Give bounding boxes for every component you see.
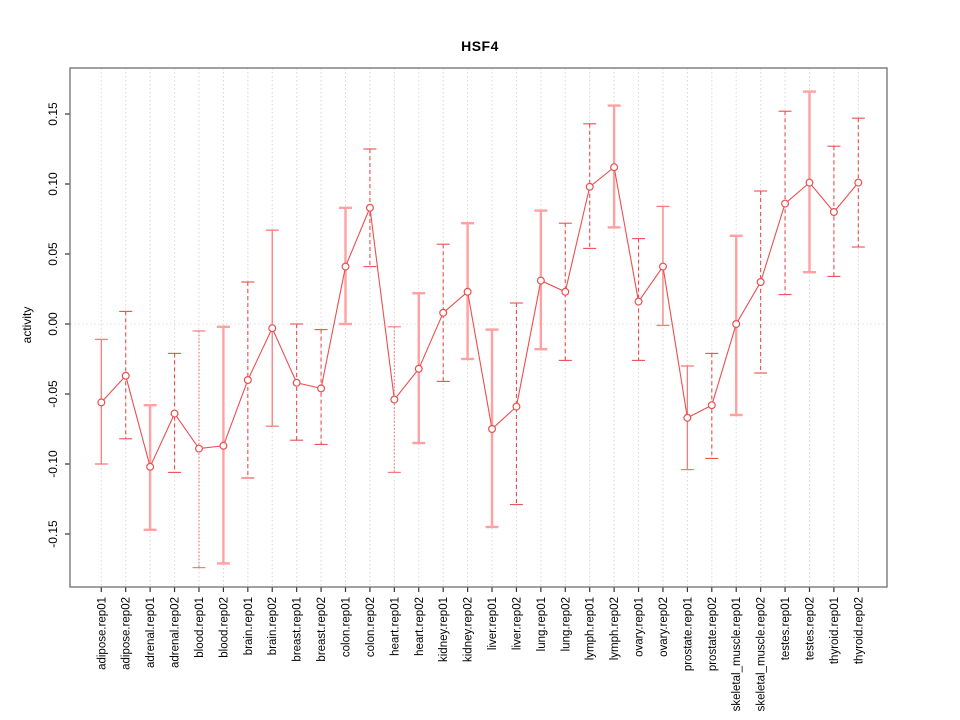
x-tick-label: adipose.rep01 [96, 597, 108, 670]
data-point [610, 163, 619, 172]
data-point [414, 364, 423, 373]
plot-border [69, 67, 888, 588]
x-tick-label: breast.rep01 [292, 597, 304, 662]
x-tick-label: skeletal_muscle.rep02 [756, 597, 768, 711]
x-tick-label: breast.rep02 [316, 597, 328, 662]
data-point [658, 262, 667, 271]
x-tick-label: skeletal_muscle.rep01 [731, 597, 743, 711]
chart-title: HSF4 [461, 38, 499, 54]
data-point [854, 178, 863, 187]
data-point [390, 395, 399, 404]
data-point [512, 402, 521, 411]
x-tick-label: adipose.rep02 [121, 597, 133, 670]
x-tick-label: liver.rep01 [487, 597, 499, 650]
data-point [756, 278, 765, 287]
y-tick-label: 0.10 [46, 172, 60, 196]
data-point [536, 276, 545, 285]
data-point [219, 441, 228, 450]
x-tick-label: colon.rep02 [365, 597, 377, 657]
x-tick-label: blood.rep02 [218, 597, 230, 658]
y-tick-label: -0.10 [46, 450, 60, 478]
data-point [683, 413, 692, 422]
data-point [463, 287, 472, 296]
y-tick-label: -0.05 [46, 380, 60, 408]
x-tick-label: lymph.rep02 [609, 597, 621, 660]
x-tick-label: lymph.rep01 [585, 597, 597, 660]
data-point [439, 308, 448, 317]
x-tick-label: thyroid.rep01 [829, 597, 841, 664]
series-line [100, 166, 859, 469]
x-tick-label: kidney.rep02 [463, 597, 475, 662]
x-tick-label: kidney.rep01 [438, 597, 450, 662]
x-tick-label: adrenal.rep01 [145, 597, 157, 668]
data-point [732, 320, 741, 329]
data-point [488, 425, 497, 434]
x-tick-label: blood.rep01 [194, 597, 206, 658]
data-point [268, 324, 277, 333]
data-point [585, 182, 594, 191]
data-point [243, 376, 252, 385]
y-tick-label: 0.05 [46, 242, 60, 266]
x-tick-label: thyroid.rep02 [853, 597, 865, 664]
x-tick-label: adrenal.rep02 [170, 597, 182, 668]
x-tick-label: prostate.rep01 [682, 597, 694, 671]
x-tick-label: prostate.rep02 [707, 597, 719, 671]
x-tick-label: heart.rep01 [389, 597, 401, 656]
data-point [121, 371, 130, 380]
x-tick-label: brain.rep01 [243, 597, 255, 655]
x-tick-label: ovary.rep01 [634, 597, 646, 657]
data-point [97, 398, 106, 407]
data-point [170, 409, 179, 418]
data-point [341, 262, 350, 271]
x-tick-label: testes.rep02 [804, 597, 816, 660]
data-point [805, 178, 814, 187]
x-tick-label: colon.rep01 [341, 597, 353, 657]
data-point [829, 208, 838, 217]
x-tick-label: heart.rep02 [414, 597, 426, 656]
data-point [561, 287, 570, 296]
data-point [365, 203, 374, 212]
x-tick-label: ovary.rep02 [658, 597, 670, 657]
x-tick-label: lung.rep02 [560, 597, 572, 651]
x-tick-label: brain.rep02 [267, 597, 279, 655]
x-tick-label: liver.rep02 [511, 597, 523, 650]
data-point [317, 384, 326, 393]
data-point [634, 297, 643, 306]
data-point [146, 462, 155, 471]
data-point [194, 444, 203, 453]
x-tick-label: lung.rep01 [536, 597, 548, 651]
y-tick-label: -0.15 [46, 520, 60, 548]
data-point [707, 401, 716, 410]
y-tick-label: 0.15 [46, 102, 60, 126]
data-point [781, 199, 790, 208]
x-tick-label: testes.rep01 [780, 597, 792, 660]
y-tick-label: 0.00 [46, 312, 60, 336]
data-point [292, 378, 301, 387]
